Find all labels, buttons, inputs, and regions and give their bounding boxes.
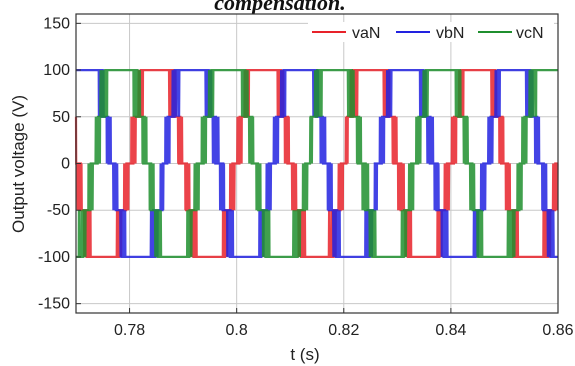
x-tick-label: 0.86 (542, 322, 573, 339)
legend-bg (474, 22, 554, 42)
legend-bg (392, 22, 476, 42)
x-tick-label: 0.78 (114, 322, 145, 339)
legend: vaN vbN vcN (308, 22, 554, 42)
legend-bg (308, 22, 392, 42)
plot-area (74, 69, 559, 258)
y-tick-label: 100 (43, 62, 70, 79)
x-tick-label: 0.82 (328, 322, 359, 339)
y-tick-label: -100 (38, 249, 70, 266)
legend-label-vcN: vcN (516, 25, 544, 42)
legend-label-vbN: vbN (436, 25, 464, 42)
y-tick-label: 0 (61, 156, 70, 173)
y-tick-label: 150 (43, 15, 70, 32)
y-tick-label: -150 (38, 296, 70, 313)
y-axis-label: Output voltage (V) (9, 95, 28, 233)
series-line-vcN (76, 69, 558, 258)
legend-label-vaN: vaN (352, 25, 380, 42)
x-tick-label: 0.8 (226, 322, 248, 339)
series-line-vaN (74, 69, 559, 258)
chart-title: compensation. (214, 0, 345, 15)
x-tick-label: 0.84 (435, 322, 466, 339)
x-axis-label: t (s) (290, 345, 319, 364)
y-axis-ticks: 150 100 50 0 -50 -100 -150 (38, 15, 81, 313)
y-tick-label: 50 (52, 109, 70, 126)
x-axis-ticks: 0.78 0.8 0.82 0.84 0.86 (114, 308, 574, 339)
y-tick-label: -50 (47, 202, 70, 219)
